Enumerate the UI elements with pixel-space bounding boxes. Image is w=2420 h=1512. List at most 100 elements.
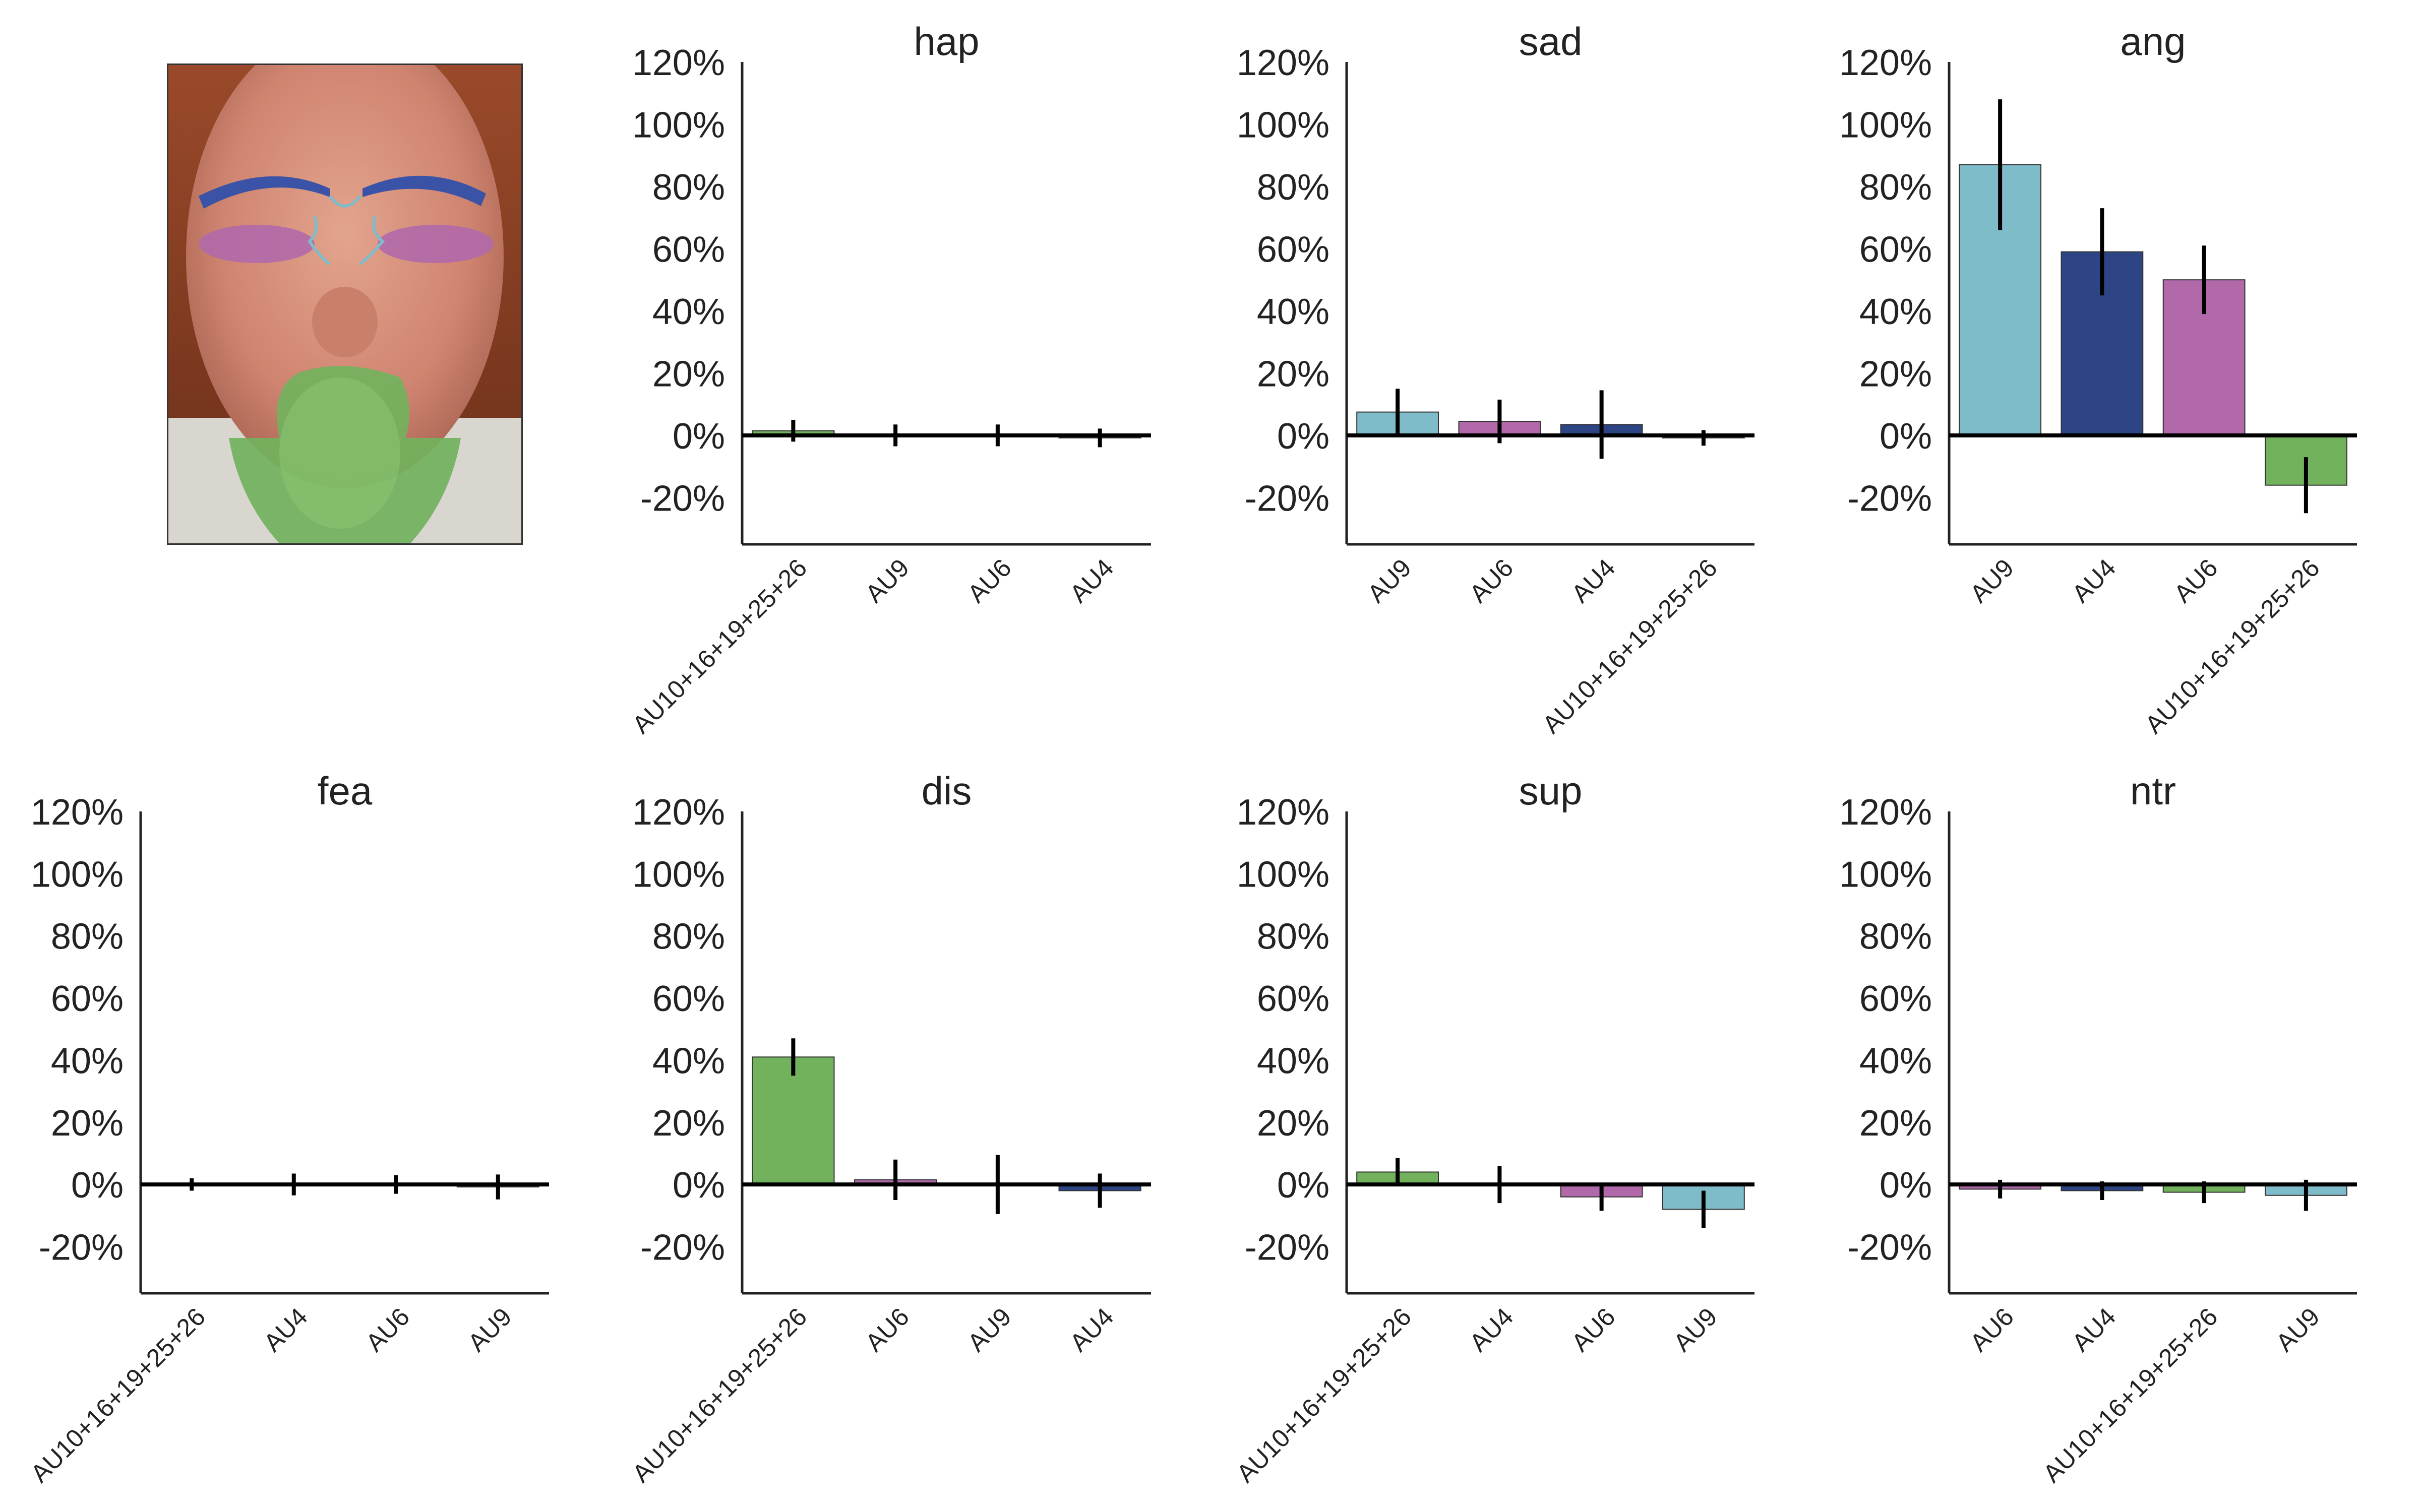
x-tick-label: AU10+16+19+25+26 [1231,1302,1417,1488]
x-tick-label: AU10+16+19+25+26 [1537,553,1723,739]
y-tick-label: 0% [673,1165,725,1206]
x-tick-label: AU6 [1566,1302,1620,1357]
chart-sup: sup 120% 100% 80% 60% 40% 20% 0% -20% AU10+16+19+… [1231,769,1754,1488]
chart-title: hap [914,19,979,64]
y-tick-label: -20% [1245,1227,1329,1268]
y-tick-label: 60% [1859,979,1932,1019]
y-tick-label: 0% [1277,416,1329,457]
y-tick-label: 40% [51,1041,124,1081]
y-tick-label: 40% [652,1041,725,1081]
y-tick-label: 0% [1277,1165,1329,1206]
y-tick-label: 80% [1257,167,1329,208]
y-tick-label: 0% [673,416,725,457]
y-tick-label: 100% [1839,854,1932,895]
x-tick-label: AU6 [360,1302,415,1357]
y-tick-label: 20% [1257,1103,1329,1144]
y-tick-label: 0% [71,1165,124,1206]
x-tick-label: AU10+16+19+25+26 [627,553,812,739]
y-tick-label: 20% [1859,1103,1932,1144]
y-tick-label: 0% [1880,1165,1932,1206]
y-tick-label: 60% [1859,229,1932,270]
y-tick-label: 60% [51,979,124,1019]
au6-cheek-overlay-left [199,225,315,263]
x-tick-label: AU4 [258,1302,313,1357]
x-tick-label: AU9 [860,553,915,608]
y-tick-label: 120% [31,792,124,833]
y-tick-label: 120% [1839,43,1932,83]
au6-cheek-overlay-right [378,225,494,263]
y-tick-label: 80% [51,917,124,957]
y-tick-label: -20% [39,1227,124,1268]
x-tick-label: AU6 [1965,1302,2019,1357]
y-tick-label: 20% [652,1103,725,1144]
x-tick-label: AU10+16+19+25+26 [627,1302,812,1488]
y-tick-label: -20% [1847,478,1932,519]
chart-title: ang [2120,19,2186,64]
y-tick-label: 60% [1257,229,1329,270]
y-tick-label: 40% [1859,292,1932,332]
y-tick-label: 60% [652,229,725,270]
face-icon [168,65,521,543]
chart-fea: fea 120% 100% 80% 60% 40% 20% 0% -20% AU10+16+19+… [25,769,549,1488]
y-tick-label: 120% [1839,792,1932,833]
y-tick-label: 100% [31,854,124,895]
y-tick-label: 120% [1237,792,1329,833]
y-tick-label: 40% [1257,1041,1329,1081]
x-tick-label: AU10+16+19+25+26 [2140,553,2325,739]
chart-ntr: ntr 120% 100% 80% 60% 40% 20% 0% -20% AU6 AU4AU10+… [1839,769,2357,1488]
face-photo-with-au-overlay [167,64,523,545]
y-tick-label: 100% [1237,105,1329,145]
face-skin [186,65,504,488]
y-tick-label: 80% [1859,917,1932,957]
y-tick-label: 0% [1880,416,1932,457]
x-tick-label: AU9 [462,1302,517,1357]
x-tick-label: AU9 [962,1302,1016,1357]
y-tick-label: 100% [1839,105,1932,145]
y-tick-label: 60% [1257,979,1329,1019]
x-tick-label: AU4 [1464,1302,1519,1357]
au4-brow-overlay-right [362,175,486,206]
y-tick-label: -20% [640,1227,725,1268]
x-tick-label: AU4 [1064,553,1119,608]
y-tick-label: 40% [652,292,725,332]
x-tick-label: AU10+16+19+25+26 [2037,1302,2223,1488]
x-tick-label: AU4 [1064,1302,1119,1357]
chart-title: sad [1519,19,1583,64]
open-mouth-tongue [279,377,400,529]
chart-title: sup [1519,769,1583,813]
nose [312,287,378,357]
chart-sad: sad 120% 100% 80% 60% 40% 20% 0% -20% AU9 AU6 AU4AU… [1237,19,1754,739]
y-tick-label: 20% [652,354,725,394]
y-tick-label: 80% [1859,167,1932,208]
y-tick-label: 80% [652,167,725,208]
y-tick-label: 40% [1257,292,1329,332]
y-tick-label: -20% [1245,478,1329,519]
x-tick-label: AU6 [860,1302,915,1357]
x-tick-label: AU4 [2067,553,2121,608]
chart-hap: hap 120% 100% 80% 60% 40% 20% 0% -20% AU10+16+19+… [627,19,1151,739]
x-tick-label: AU6 [2168,553,2223,608]
chart-ang: ang 120% 100% 80% 60% 40% 20% 0% -20% AU9 AU4 AU6AU… [1839,19,2357,739]
y-tick-label: 20% [1859,354,1932,394]
au9-nose-wrinkle-overlay [308,195,385,266]
y-tick-label: 40% [1859,1041,1932,1081]
y-tick-label: 120% [1237,43,1329,83]
y-tick-label: 100% [632,105,725,145]
chart-dis: dis 120% 100% 80% 60% 40% 20% 0% -20% AU10+16+19+… [627,769,1151,1488]
y-tick-label: 20% [51,1103,124,1144]
y-tick-label: -20% [1847,1227,1932,1268]
y-tick-label: 80% [652,917,725,957]
x-tick-label: AU9 [2270,1302,2325,1357]
au4-brow-overlay-left [199,176,330,209]
x-tick-label: AU9 [1965,553,2019,608]
y-tick-label: 80% [1257,917,1329,957]
x-tick-label: AU9 [1362,553,1417,608]
chart-title: dis [922,769,972,813]
y-tick-label: -20% [640,478,725,519]
chart-title: fea [318,769,373,813]
x-tick-label: AU4 [1566,553,1620,608]
y-tick-label: 100% [1237,854,1329,895]
x-tick-label: AU6 [1464,553,1519,608]
